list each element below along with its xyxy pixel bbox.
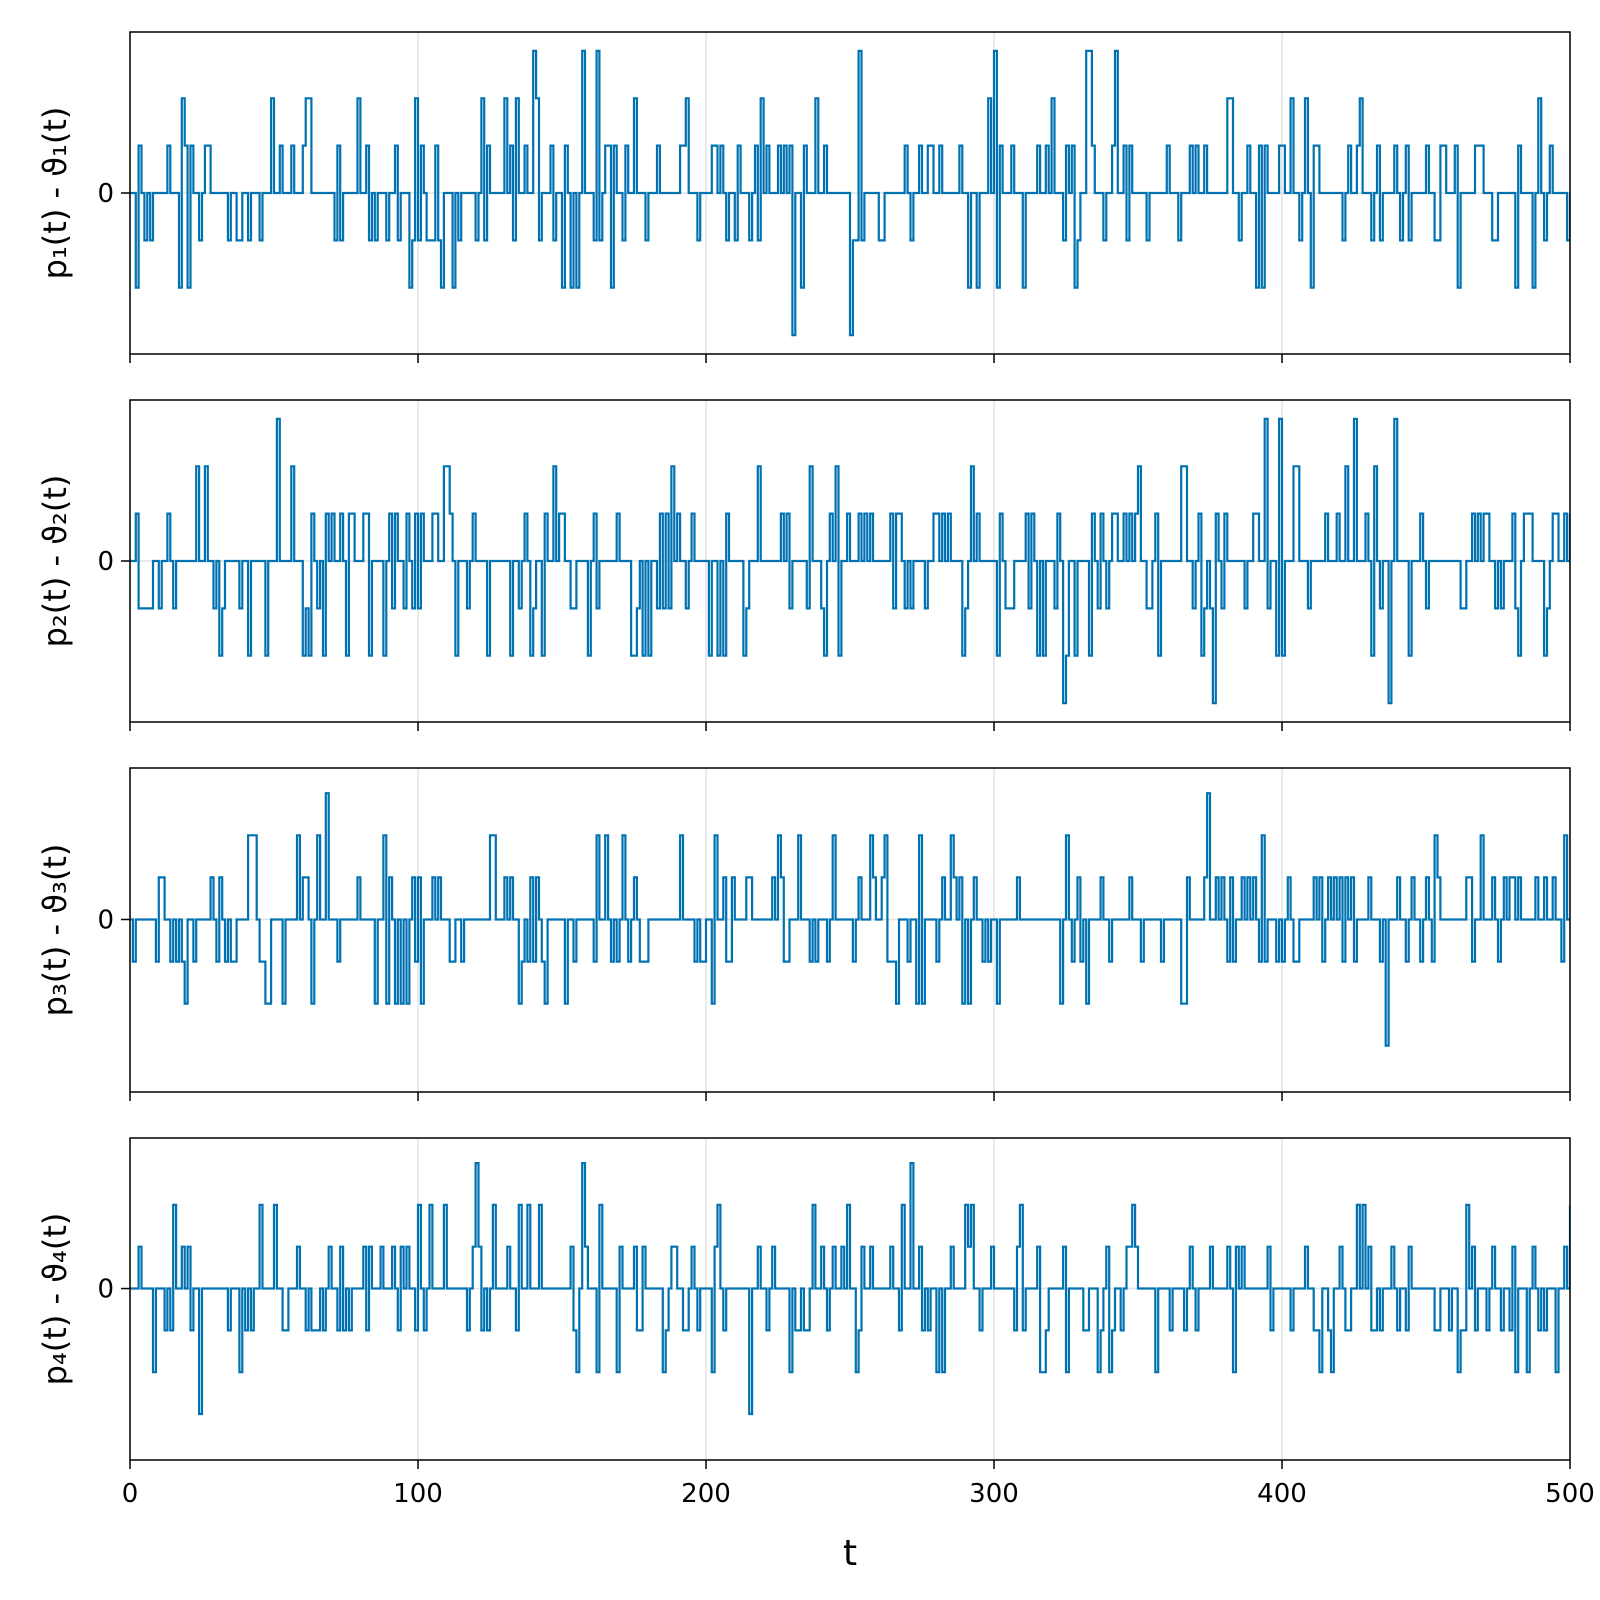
x-axis-label: t xyxy=(843,1533,857,1574)
x-tick-label: 500 xyxy=(1545,1479,1595,1509)
series-line-panel-2 xyxy=(130,417,1570,705)
panel-3-frame xyxy=(129,767,1571,1093)
panels-group: 0 p₁(t) - ϑ₁(t) 0 p₂(t) - ϑ₂(t) 0 p₃(t) - ϑ₃(… xyxy=(36,31,1571,1469)
x-axis: 0 100 200 300 400 500 xyxy=(122,1479,1595,1509)
panel-4-frame xyxy=(129,1137,1571,1461)
y-tick-label: 0 xyxy=(97,905,114,935)
x-tick-label: 100 xyxy=(393,1479,443,1509)
series-line-panel-1 xyxy=(130,49,1570,337)
x-tick-label: 400 xyxy=(1257,1479,1307,1509)
y-axis-label-panel-3: p₃(t) - ϑ₃(t) xyxy=(36,844,74,1017)
y-axis-label-panel-1: p₁(t) - ϑ₁(t) xyxy=(36,107,74,280)
panel-1: 0 p₁(t) - ϑ₁(t) xyxy=(36,31,1571,363)
y-axis-label-panel-2: p₂(t) - ϑ₂(t) xyxy=(36,475,74,648)
y-tick-label: 0 xyxy=(97,547,114,577)
series-line-panel-3 xyxy=(130,792,1570,1047)
panel-2: 0 p₂(t) - ϑ₂(t) xyxy=(36,399,1571,731)
y-tick-label: 0 xyxy=(97,1275,114,1305)
y-tick-label: 0 xyxy=(97,179,114,209)
series-line-panel-4 xyxy=(130,1162,1570,1416)
x-tick-label: 200 xyxy=(681,1479,731,1509)
x-tick-label: 300 xyxy=(969,1479,1019,1509)
panel-4: 0 p₄(t) - ϑ₄(t) xyxy=(36,1137,1571,1469)
y-axis-label-panel-4: p₄(t) - ϑ₄(t) xyxy=(36,1213,74,1386)
panel-3: 0 p₃(t) - ϑ₃(t) xyxy=(36,767,1571,1101)
x-tick-label: 0 xyxy=(122,1479,139,1509)
